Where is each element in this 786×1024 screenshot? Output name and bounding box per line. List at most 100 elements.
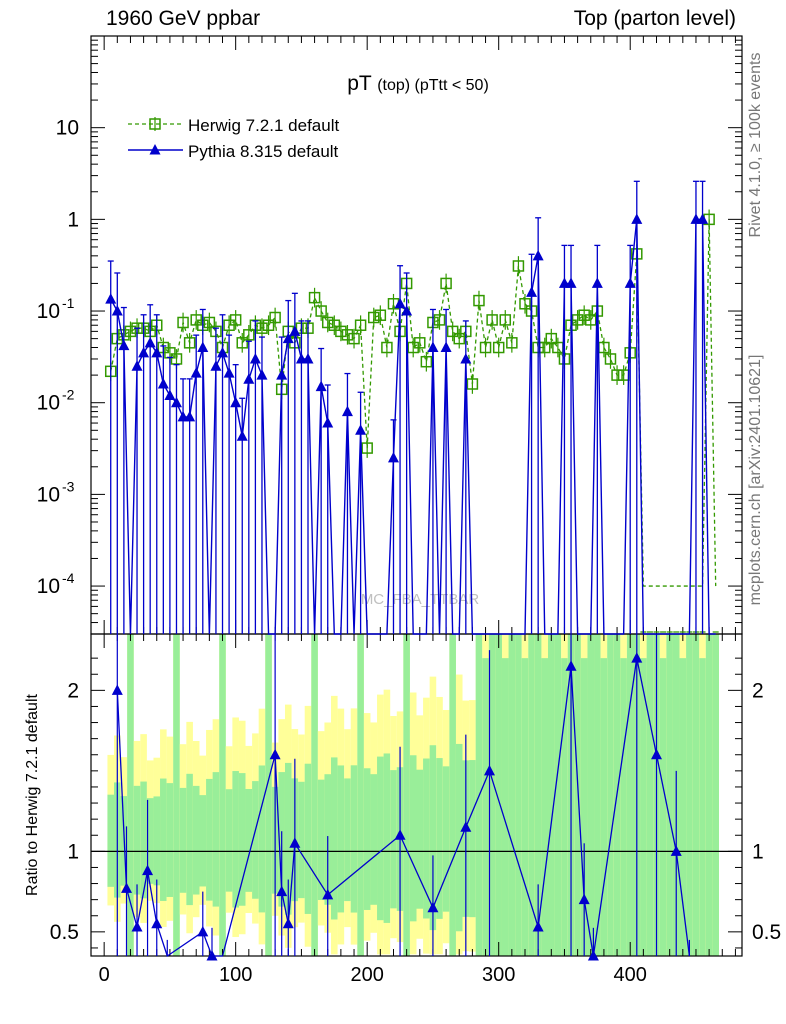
pythia-point [322, 417, 334, 428]
pythia-point [532, 249, 544, 261]
band-inner [337, 765, 345, 913]
band-inner [495, 634, 502, 956]
pythia-point [105, 293, 117, 304]
band-inner [574, 634, 581, 956]
herwig-point [348, 332, 360, 345]
band-inner [436, 758, 443, 919]
band-inner [469, 760, 476, 918]
pythia-point [341, 405, 353, 417]
band-inner [153, 796, 161, 886]
band-inner [363, 768, 371, 910]
herwig-point [361, 442, 373, 454]
chart-title-text: pT (top) (pTtt < 50) [347, 72, 489, 95]
band-inner [186, 773, 193, 906]
band-inner [416, 769, 424, 909]
herwig-point [368, 311, 380, 324]
band-inner [317, 779, 325, 900]
band-inner [206, 778, 213, 901]
band-inner [449, 634, 456, 956]
ratio-y-tick-label-right: 1 [752, 840, 764, 863]
band-inner [679, 658, 687, 956]
ratio-point [483, 764, 495, 776]
band-inner [238, 773, 246, 906]
pythia-point [236, 430, 248, 441]
band-inner [548, 634, 555, 956]
ratio-point [289, 837, 301, 848]
ratio-y-tick-label-right: 0.5 [752, 921, 781, 944]
herwig-point [203, 316, 216, 329]
band-inner [699, 658, 706, 956]
band-inner [429, 745, 437, 931]
band-inner [534, 634, 542, 956]
band-inner [600, 658, 608, 956]
y-tick-exponent: -1 [62, 295, 75, 311]
herwig-point [512, 260, 525, 272]
pythia-line [110, 218, 716, 635]
band-inner [357, 634, 364, 956]
legend-herwig-label: Herwig 7.2.1 default [188, 116, 339, 135]
legend: Herwig 7.2.1 default Pythia 8.315 default [128, 116, 339, 161]
band-inner [350, 765, 358, 913]
pythia-point [217, 346, 229, 358]
ratio-point [578, 893, 590, 905]
band-inner [344, 778, 351, 902]
x-tick-label: 200 [350, 964, 383, 986]
band-inner [192, 785, 200, 895]
y-tick-label: 10 [56, 117, 79, 140]
pythia-point [243, 373, 255, 384]
herwig-point [236, 337, 248, 349]
pythia-point [282, 332, 294, 344]
band-inner [580, 658, 588, 956]
herwig-point [440, 277, 452, 290]
band-inner [160, 778, 167, 901]
herwig-point [585, 314, 597, 326]
pythia-point [355, 424, 367, 435]
band-inner [146, 798, 154, 884]
ratio-point [197, 925, 209, 937]
band-inner [607, 634, 614, 956]
herwig-point [433, 314, 446, 326]
legend-pythia-marker [149, 144, 161, 155]
ratio-y-axis-label: Ratio to Herwig 7.2.1 default [24, 694, 41, 896]
band-inner [107, 794, 115, 887]
pythia-point [565, 277, 577, 288]
y-tick-exponent: -2 [62, 387, 75, 403]
band-inner [587, 634, 595, 956]
band-inner [561, 658, 568, 956]
x-tick-label: 300 [482, 964, 515, 986]
pythia-point [440, 341, 452, 353]
pythia-point [230, 396, 242, 408]
band-inner [409, 755, 417, 922]
ratio-point [121, 882, 133, 893]
band-inner [298, 781, 305, 899]
band-inner [370, 774, 378, 905]
pythia-point [289, 325, 301, 336]
ratio-point [269, 748, 281, 760]
herwig-point [492, 341, 505, 354]
pythia-point [223, 367, 235, 378]
herwig-point [328, 319, 341, 331]
herwig-point [466, 378, 479, 390]
herwig-point [420, 355, 433, 368]
band-inner [245, 788, 253, 892]
herwig-point [341, 329, 354, 341]
band-inner [666, 634, 673, 956]
band-inner [304, 763, 312, 914]
band-inner [528, 634, 535, 956]
band-inner [712, 634, 719, 956]
ratio-point [111, 684, 123, 695]
pythia-point [190, 367, 202, 378]
herwig-point [177, 316, 189, 329]
herwig-point [256, 322, 268, 334]
ratio-point [651, 748, 663, 760]
ratio-line [116, 658, 691, 958]
herwig-point [354, 319, 367, 331]
y-tick-label: 1 [67, 208, 79, 231]
pythia-point [151, 346, 163, 358]
herwig-point [374, 309, 387, 321]
ratio-point [460, 821, 472, 832]
ratio-point [151, 917, 163, 929]
band-inner [423, 758, 430, 919]
